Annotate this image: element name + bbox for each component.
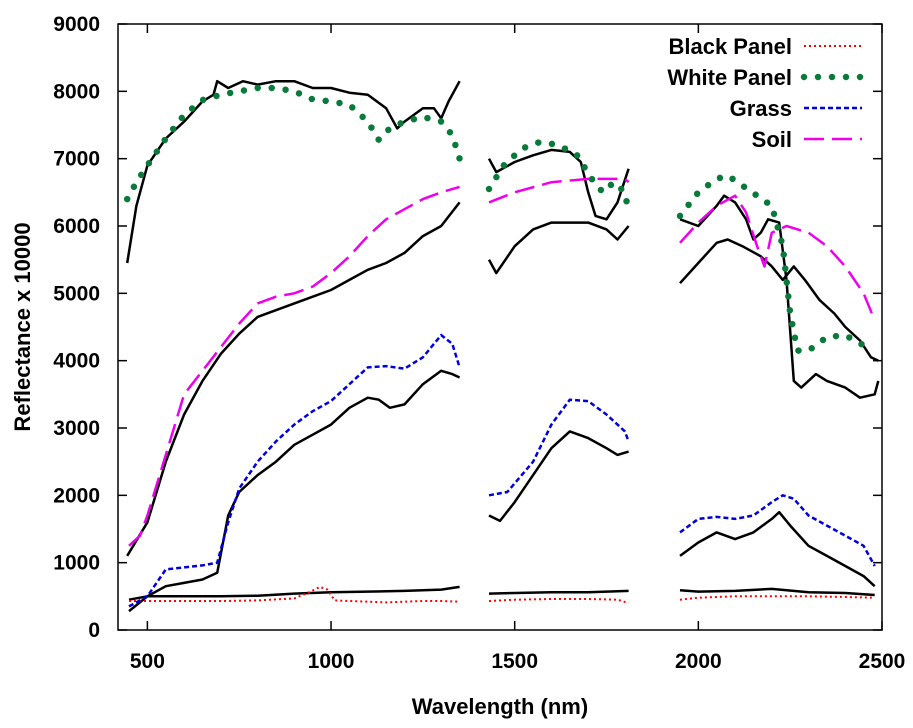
series-line-white_panel-2: [485, 138, 632, 216]
series-line-black_panel-2: [488, 598, 629, 605]
series-layer: [123, 79, 880, 613]
series-black_panel: [129, 585, 875, 605]
series-line-white_panel-1: [123, 84, 463, 203]
legend-label-grass: Grass: [730, 96, 792, 121]
series-soil: [128, 177, 876, 547]
series-line-measured_mid-1: [128, 369, 461, 613]
y-tick-label: 6000: [53, 215, 100, 238]
plot-frame: [117, 23, 883, 631]
series-line-measured_low-3: [679, 587, 875, 597]
series-line-grass-1: [128, 333, 461, 608]
series-line-grass-3: [679, 494, 876, 567]
y-tick-label: 2000: [53, 484, 100, 507]
series-line-measured_low-2: [488, 589, 629, 595]
y-tick-label: 8000: [53, 80, 100, 103]
series-line-black_panel-1: [129, 585, 460, 604]
y-tick-label: 5000: [53, 282, 100, 305]
y-tick-label: 9000: [53, 13, 100, 36]
legend: Black Panel White Panel Grass Soil: [667, 34, 866, 152]
series-line-white_panel-3: [676, 172, 878, 354]
y-tick-label: 4000: [53, 350, 100, 373]
series-line-measured_mid-3: [679, 510, 876, 588]
legend-label-soil: Soil: [752, 127, 792, 152]
series-line-black_panel-3: [679, 595, 875, 601]
series-line-measured_upper-2: [487, 221, 630, 275]
legend-label-white_panel: White Panel: [667, 65, 792, 90]
series-line-grass-2: [488, 398, 630, 497]
y-tick-label: 7000: [53, 148, 100, 171]
legend-label-black_panel: Black Panel: [668, 34, 792, 59]
series-line-measured_upper-1: [126, 201, 461, 557]
x-axis-title: Wavelength (nm): [412, 694, 588, 719]
series-line-soil-1: [128, 185, 460, 547]
series-line-measured_mid-2: [488, 430, 629, 523]
series-measured_low: [128, 585, 875, 601]
series-measured_upper: [126, 201, 879, 557]
series-line-measured_high-3: [679, 194, 880, 399]
series-white_panel: [123, 84, 878, 354]
y-axis-title: Reflectance x 10000: [10, 222, 35, 431]
x-tick-label: 1000: [308, 650, 355, 673]
y-axis: 0 1000 2000 3000 4000 5000 6000 7000 8000 9000: [53, 13, 882, 642]
series-line-measured_upper-3: [679, 238, 879, 362]
y-tick-label: 3000: [53, 417, 100, 440]
series-line-measured_high-1: [125, 79, 461, 264]
series-measured_mid: [128, 369, 876, 613]
x-tick-label: 2500: [859, 650, 906, 673]
x-axis: 500 1000 1500 2000 2500: [130, 24, 905, 673]
series-line-soil-2: [488, 177, 630, 204]
series-grass: [128, 333, 876, 608]
y-tick-label: 1000: [53, 552, 100, 575]
x-tick-label: 500: [130, 650, 165, 673]
y-tick-label: 0: [88, 619, 100, 642]
series-line-soil-3: [679, 194, 876, 321]
x-tick-label: 2000: [675, 650, 722, 673]
x-tick-label: 1500: [491, 650, 538, 673]
series-line-measured_low-1: [128, 585, 460, 601]
